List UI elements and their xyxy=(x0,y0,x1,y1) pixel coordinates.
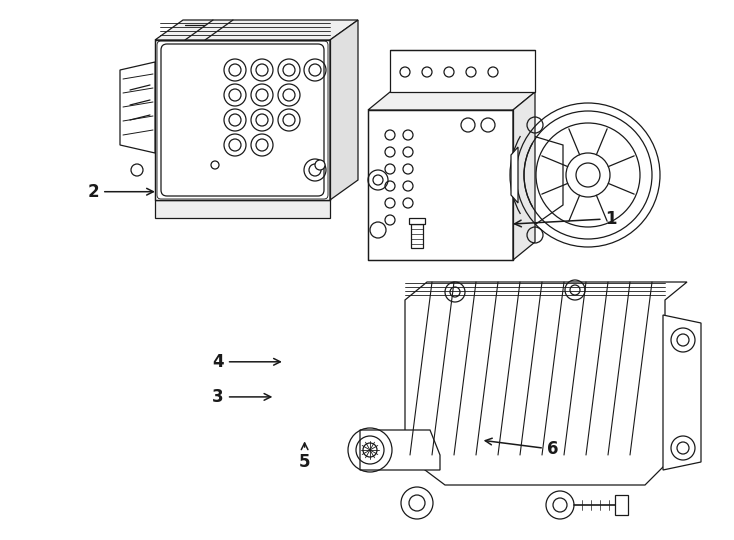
Polygon shape xyxy=(663,315,701,470)
Polygon shape xyxy=(513,92,535,260)
Polygon shape xyxy=(513,130,563,240)
Polygon shape xyxy=(615,495,628,515)
Polygon shape xyxy=(330,20,358,200)
Polygon shape xyxy=(409,218,425,224)
Polygon shape xyxy=(155,200,330,218)
Text: 4: 4 xyxy=(212,353,280,371)
Text: 6: 6 xyxy=(485,438,559,458)
Polygon shape xyxy=(405,282,687,485)
FancyBboxPatch shape xyxy=(161,44,324,196)
Polygon shape xyxy=(390,50,535,92)
Text: 3: 3 xyxy=(212,388,271,406)
Polygon shape xyxy=(120,62,155,153)
Polygon shape xyxy=(511,147,518,203)
Polygon shape xyxy=(360,430,440,470)
Text: 5: 5 xyxy=(299,443,310,471)
Polygon shape xyxy=(368,110,513,260)
Polygon shape xyxy=(155,20,358,40)
Polygon shape xyxy=(368,92,535,110)
Polygon shape xyxy=(155,40,330,200)
Text: 1: 1 xyxy=(515,210,617,228)
Text: 2: 2 xyxy=(87,183,153,201)
Circle shape xyxy=(315,160,325,170)
Polygon shape xyxy=(411,224,423,248)
